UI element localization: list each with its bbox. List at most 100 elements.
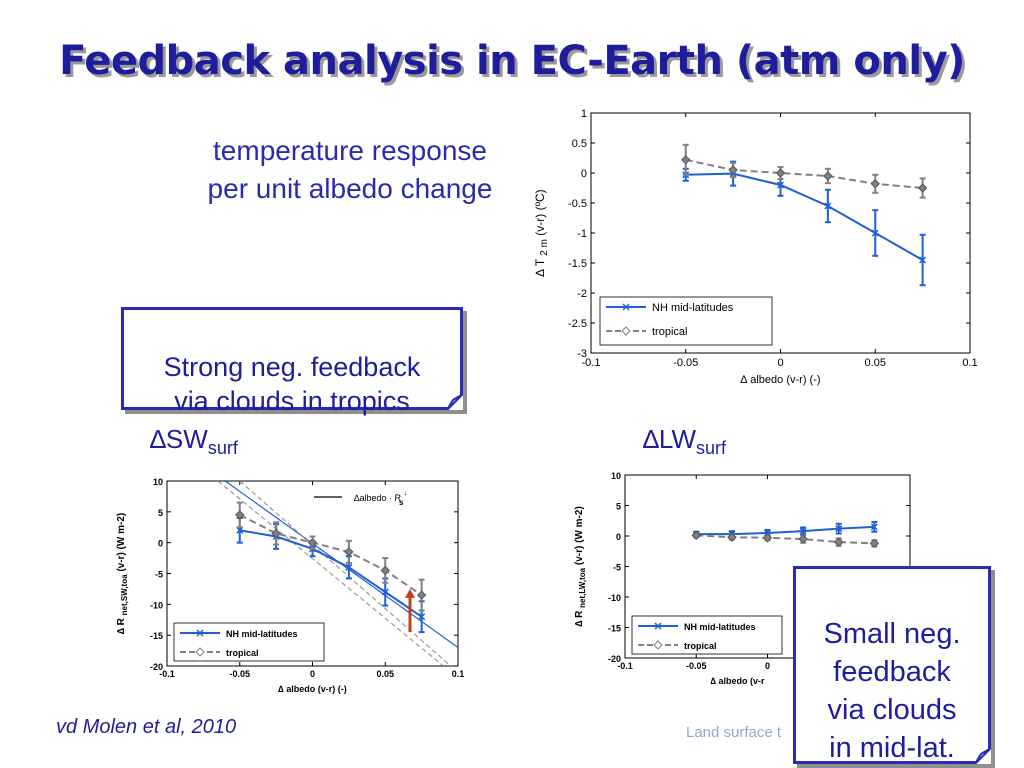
data-point-nh	[824, 202, 832, 210]
x-tick-label: -0.1	[582, 357, 601, 369]
y-axis-label-sub: net,SW,toa	[120, 574, 129, 615]
x-tick-label: 0.05	[865, 357, 886, 369]
y-tick-label: 0.5	[572, 138, 587, 150]
legend-label: NH mid-latitudes	[652, 302, 734, 314]
ref-legend-main: ∆albedo · R	[354, 493, 404, 503]
data-point-tropical	[727, 532, 737, 542]
data-point-tropical	[762, 533, 773, 543]
y-axis-label: ∆ R net,LW,toa (v-r) (W m-2)	[574, 506, 587, 627]
y-axis-label-sub: 2 m	[539, 239, 550, 256]
y-tick-label: -1	[577, 228, 587, 240]
y-axis-label: ∆ R net,SW,toa (v-r) (W m-2)	[116, 513, 129, 634]
x-tick-label: -0.05	[229, 669, 250, 679]
y-tick-label: -3	[577, 348, 587, 360]
y-tick-label: 5	[616, 502, 621, 512]
callout-tropics-text: Strong neg. feedback via clouds in tropi…	[163, 352, 421, 416]
callout-midlat-text: Small neg. feedback via clouds in mid-la…	[823, 618, 961, 764]
data-point-tropical	[870, 179, 880, 189]
y-axis-label-main: ∆ T	[533, 256, 547, 277]
x-axis-label: ∆ albedo (v-r	[710, 676, 765, 686]
data-point-tropical	[823, 171, 833, 181]
temperature-chart: -3 -2.5 -2 -1.5 -1 -0.5 0 0.5 1 -0.1 -0.05 0 0.05 0.1…	[533, 108, 978, 386]
data-point-nh	[919, 256, 927, 264]
legend-label: tropical	[226, 648, 259, 658]
lw-surf-label: ∆LWsurf	[643, 424, 726, 459]
footer-text: Land surface t	[686, 724, 782, 741]
x-tick-label: 0	[777, 357, 783, 369]
series-line-tropical	[239, 514, 423, 596]
x-tick-label: 0.1	[962, 357, 977, 369]
y-tick-label: -5	[613, 563, 621, 573]
y-tick-label: -0.5	[568, 198, 587, 210]
y-tick-label: 10	[153, 477, 163, 487]
data-point-nh	[381, 588, 389, 596]
x-tick-label: 0	[765, 661, 770, 671]
x-tick-label: -0.05	[686, 661, 707, 671]
y-tick-label: -15	[608, 624, 621, 634]
y-axis-label-tail: (v-r) (W m-2)	[574, 506, 585, 568]
y-tick-label: -1.5	[568, 258, 587, 270]
lw-subscript: surf	[696, 438, 727, 458]
y-axis-label-tail: (v-r) (W m-2)	[116, 513, 127, 575]
ref-legend-sup: ↓	[404, 490, 408, 497]
ref-legend-sub: s	[399, 498, 404, 507]
plot-area	[217, 481, 458, 666]
y-tick-label: -20	[150, 662, 163, 672]
x-tick-label: 0	[310, 669, 315, 679]
x-tick-label: -0.1	[159, 669, 175, 679]
series-line-tropical	[696, 534, 875, 545]
y-tick-label: -20	[608, 654, 621, 664]
data-point-nh	[236, 526, 244, 534]
y-tick-label: -5	[155, 570, 163, 580]
data-point-nh	[345, 563, 353, 571]
legend-marker	[196, 629, 204, 637]
delta-symbol: ∆	[150, 424, 166, 454]
series-line-tropical	[685, 158, 923, 189]
data-point-tropical	[235, 510, 245, 520]
legend-label: tropical	[684, 641, 717, 651]
x-tick-label: -0.1	[617, 661, 633, 671]
legend-marker	[654, 622, 662, 630]
sw-text: SW	[165, 424, 208, 454]
x-tick-label: 0.05	[376, 669, 394, 679]
callout-tropics: Strong neg. feedback via clouds in tropi…	[121, 307, 463, 416]
y-axis-label-main: ∆ R	[574, 608, 585, 627]
x-tick-label: 0.1	[452, 669, 465, 679]
page-fold-icon	[975, 748, 991, 764]
data-point-tropical	[728, 165, 738, 175]
data-point-tropical	[834, 537, 844, 547]
series-line-nh	[696, 525, 875, 536]
plot-area	[691, 520, 880, 549]
y-tick-label: -2	[577, 288, 587, 300]
data-point-tropical	[271, 528, 281, 539]
y-axis-label: ∆ T 2 m (v-r) (ºC)	[533, 189, 550, 276]
series-line-nh	[239, 529, 423, 618]
y-tick-label: -10	[608, 593, 621, 603]
ref-legend-label: ∆albedo · R ↓ s	[354, 490, 407, 507]
data-point-tropical	[869, 538, 880, 549]
legend-marker	[621, 326, 631, 336]
sw-chart: -20 -15 -10 -5 0 5 10 -0.1 -0.05 0 0.05 0.1 ∆ albedo…	[116, 477, 465, 694]
legend-label: tropical	[652, 326, 687, 338]
series-line-nh	[685, 172, 924, 261]
plot-area	[681, 143, 928, 287]
y-tick-label: 0	[581, 168, 587, 180]
data-point-tropical	[380, 565, 390, 576]
sw-subscript: surf	[207, 438, 238, 458]
data-point-tropical	[681, 155, 691, 165]
y-axis-label-tail: (v-r) (ºC)	[533, 189, 547, 239]
slide-title: Feedback analysis in EC-Earth (atm only)	[59, 38, 965, 84]
y-axis-label-main: ∆ R	[116, 615, 127, 634]
legend-marker	[195, 647, 205, 657]
citation: vd Molen et al, 2010	[56, 716, 237, 738]
y-tick-label: -10	[150, 600, 163, 610]
legend-marker	[622, 303, 630, 311]
reference-dashed-line	[217, 481, 444, 666]
lw-text: LW	[658, 424, 696, 454]
y-tick-label: -2.5	[568, 318, 587, 330]
y-tick-label: 10	[611, 471, 621, 481]
data-point-tropical	[691, 530, 701, 541]
x-axis-label: ∆ albedo (v-r) (-)	[740, 374, 820, 386]
data-point-tropical	[307, 537, 318, 548]
y-axis-label-sub: net,LW,toa	[578, 567, 587, 608]
